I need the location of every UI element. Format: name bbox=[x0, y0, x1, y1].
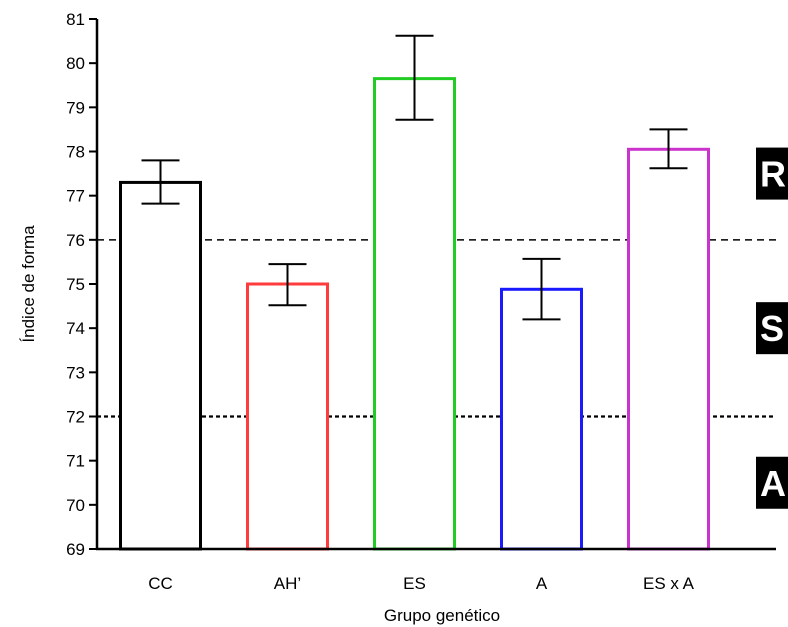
band-label-2: A bbox=[760, 463, 786, 504]
y-tick-label: 75 bbox=[66, 275, 85, 294]
y-tick-label: 79 bbox=[66, 98, 85, 117]
bar-2 bbox=[373, 77, 456, 551]
band-box-0 bbox=[756, 147, 788, 200]
y-tick-label: 76 bbox=[66, 231, 85, 250]
bar-3 bbox=[500, 287, 583, 551]
y-tick-label: 80 bbox=[66, 54, 85, 73]
bar-1 bbox=[246, 282, 329, 551]
x-axis-title: Grupo genético bbox=[384, 606, 500, 625]
band-box-1 bbox=[756, 302, 788, 355]
category-label-0: CC bbox=[148, 574, 173, 593]
band-label-1: S bbox=[760, 308, 784, 349]
y-tick-label: 73 bbox=[66, 363, 85, 382]
category-label-4: ES x A bbox=[643, 574, 695, 593]
y-tick-label: 72 bbox=[66, 408, 85, 427]
y-tick-label: 78 bbox=[66, 143, 85, 162]
bar-4 bbox=[627, 147, 710, 551]
y-tick-label: 74 bbox=[66, 319, 85, 338]
category-label-3: A bbox=[536, 574, 548, 593]
bar-0 bbox=[119, 180, 202, 551]
band-label-0: R bbox=[760, 154, 786, 195]
category-label-2: ES bbox=[403, 574, 426, 593]
y-tick-label: 71 bbox=[66, 452, 85, 471]
y-tick-label: 81 bbox=[66, 10, 85, 29]
y-tick-label: 70 bbox=[66, 496, 85, 515]
y-axis-title: Índice de forma bbox=[19, 225, 38, 343]
y-tick-label: 77 bbox=[66, 187, 85, 206]
y-tick-label: 69 bbox=[66, 540, 85, 559]
band-box-2 bbox=[756, 456, 788, 509]
category-label-1: AH’ bbox=[274, 574, 301, 593]
